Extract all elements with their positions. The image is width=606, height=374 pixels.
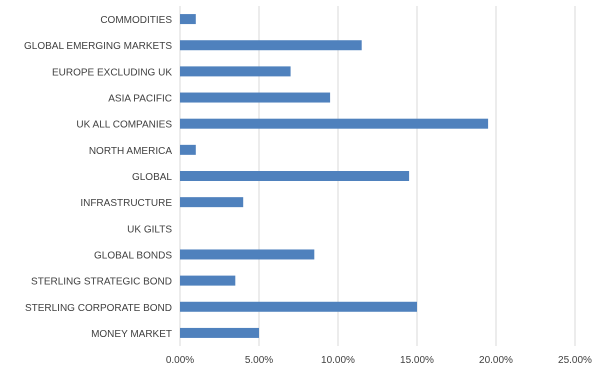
bar <box>180 144 196 155</box>
bar <box>180 301 417 312</box>
bar <box>180 14 196 25</box>
x-tick-label: 10.00% <box>321 355 355 366</box>
category-label: COMMODITIES <box>100 15 172 26</box>
category-label: STERLING CORPORATE BOND <box>25 303 172 314</box>
x-tick-label: 0.00% <box>166 355 194 366</box>
category-label: INFRASTRUCTURE <box>80 198 172 209</box>
bar <box>180 92 331 103</box>
x-axis-tick-labels: 0.00% 5.00% 10.00% 15.00% 20.00% 25.00% <box>166 355 592 366</box>
bar <box>180 327 259 338</box>
category-labels: COMMODITIES GLOBAL EMERGING MARKETS EUROPE… <box>24 15 172 340</box>
bar <box>180 171 410 181</box>
bar <box>180 249 315 260</box>
category-label: GLOBAL <box>132 172 172 183</box>
bars <box>180 14 489 338</box>
category-label: EUROPE EXCLUDING UK <box>52 67 172 78</box>
bar <box>180 197 244 208</box>
category-label: ASIA PACIFIC <box>108 94 172 105</box>
x-tick-label: 25.00% <box>558 355 592 366</box>
category-label: UK ALL COMPANIES <box>76 120 172 131</box>
x-tick-label: 15.00% <box>400 355 434 366</box>
bar <box>180 66 291 77</box>
bar <box>180 40 362 51</box>
category-label: GLOBAL BONDS <box>94 250 172 261</box>
x-tick-label: 5.00% <box>245 355 273 366</box>
category-label: UK GILTS <box>127 224 172 235</box>
bar <box>180 118 489 129</box>
category-label: NORTH AMERICA <box>89 146 172 157</box>
category-label: STERLING STRATEGIC BOND <box>31 277 172 288</box>
category-label: MONEY MARKET <box>91 329 172 340</box>
x-tick-label: 20.00% <box>479 355 513 366</box>
category-label: GLOBAL EMERGING MARKETS <box>24 41 172 52</box>
bar <box>180 275 236 286</box>
